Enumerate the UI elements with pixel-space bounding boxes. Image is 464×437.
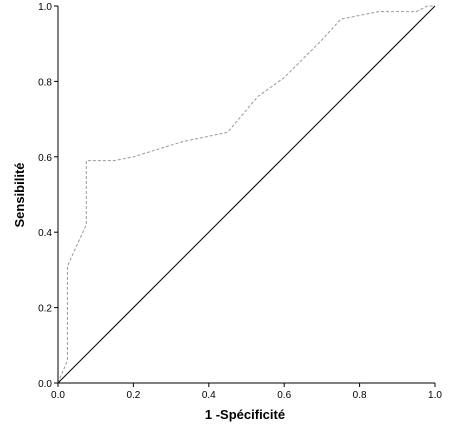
reference-diagonal-line: [57, 5, 436, 384]
y-tick-label: 0.6: [38, 153, 52, 164]
x-tick-label: 1.0: [428, 390, 442, 401]
y-tick-label: 0.2: [38, 304, 52, 315]
y-tick-label: 0.4: [38, 228, 52, 239]
y-tick-label: 0.8: [38, 77, 52, 88]
y-axis-title: Sensibilité: [12, 162, 27, 227]
y-tick-label: 0.0: [38, 379, 52, 390]
x-axis-title: 1 -Spécificité: [205, 407, 285, 422]
x-axis-ticks: 0.0 0.2 0.4 0.6 0.8 1.0: [51, 383, 442, 401]
x-tick-label: 0.0: [51, 390, 65, 401]
x-tick-label: 0.8: [353, 390, 367, 401]
plot-area: [57, 5, 436, 384]
x-tick-label: 0.6: [277, 390, 291, 401]
y-tick-label: 1.0: [38, 2, 52, 13]
y-axis-ticks: 0.0 0.2 0.4 0.6 0.8 1.0: [38, 2, 58, 390]
x-tick-label: 0.4: [202, 390, 216, 401]
x-tick-label: 0.2: [126, 390, 140, 401]
